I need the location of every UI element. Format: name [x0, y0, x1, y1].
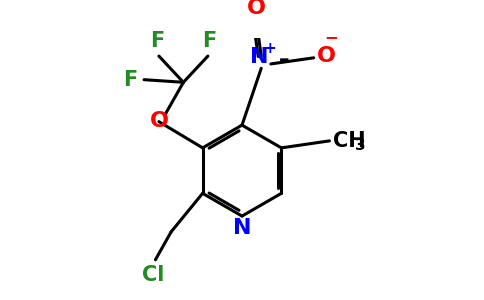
Text: O: O	[317, 46, 336, 66]
Text: N: N	[250, 46, 269, 67]
Text: –: –	[279, 50, 289, 70]
Text: −: −	[324, 28, 338, 46]
Text: CH: CH	[333, 131, 365, 151]
Text: O: O	[151, 111, 169, 131]
Text: F: F	[150, 31, 164, 51]
Text: 3: 3	[355, 138, 365, 153]
Text: F: F	[202, 31, 217, 51]
Text: +: +	[264, 41, 276, 56]
Text: F: F	[123, 70, 137, 90]
Text: N: N	[233, 218, 251, 238]
Text: Cl: Cl	[142, 265, 165, 285]
Text: O: O	[247, 0, 266, 18]
